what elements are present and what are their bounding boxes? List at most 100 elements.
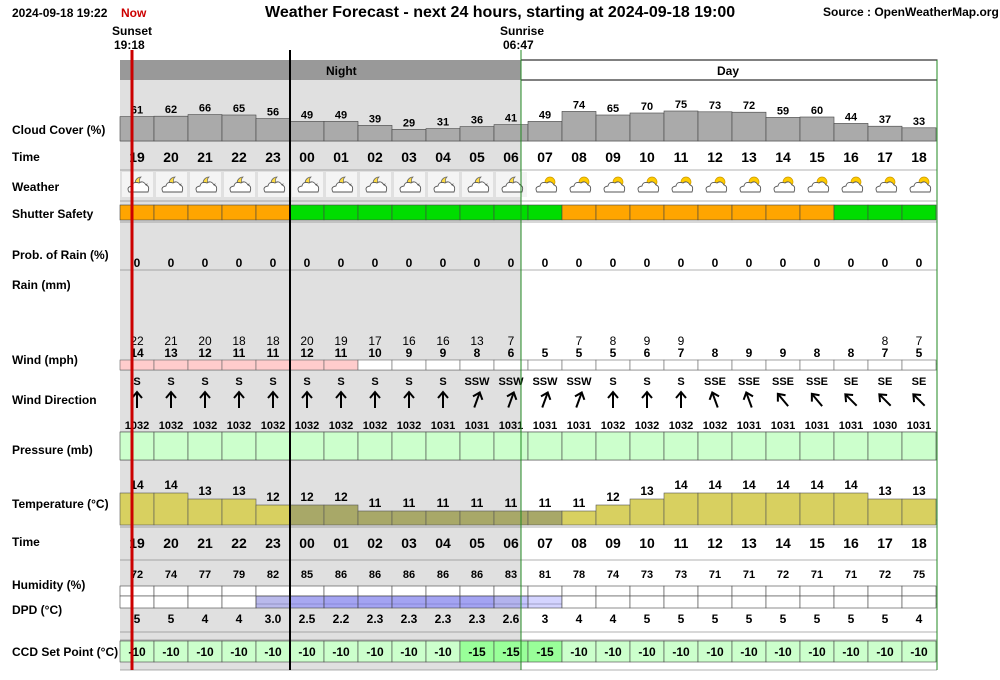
dpd-value: 4 (610, 612, 617, 626)
cloud-bar (221, 114, 257, 142)
ccd-value: -10 (638, 645, 656, 659)
dpd-value: 5 (168, 612, 175, 626)
shutter-cell (391, 204, 427, 221)
wind-arrow-icon (335, 390, 347, 408)
prob-rain-value: 0 (712, 256, 719, 270)
dpd-cell (221, 595, 257, 609)
humidity-cell (799, 585, 835, 597)
cloud-value: 59 (777, 105, 789, 117)
humidity-cell (867, 585, 903, 597)
wind-speed-value: 6 (508, 346, 515, 360)
dpd-value: 2.3 (469, 612, 486, 626)
dpd-cell (901, 595, 937, 609)
wind-gust-value: 9 (644, 334, 651, 348)
temperature-value: 12 (606, 490, 620, 504)
wind-bar (187, 359, 223, 371)
temperature-bar (493, 510, 529, 526)
humidity-value: 71 (811, 569, 823, 581)
cloud-bar (459, 126, 495, 142)
temperature-value: 13 (878, 484, 892, 498)
time-label-2: 13 (741, 535, 757, 551)
time-label-2: 00 (299, 535, 315, 551)
prob-rain-value: 0 (168, 256, 175, 270)
arrow-shaft (811, 393, 823, 407)
pressure-value: 1031 (567, 420, 591, 432)
cloud-bar (425, 128, 461, 142)
sun-cloud-icon (564, 172, 595, 197)
cloud-bar (561, 111, 597, 142)
ccd-value: -10 (434, 645, 452, 659)
time-label: 22 (231, 149, 247, 165)
wind-gust-value: 7 (576, 334, 583, 348)
cloud-shape (263, 181, 286, 193)
pressure-cell (493, 431, 529, 461)
ccd-value: -10 (230, 645, 248, 659)
humidity-value: 81 (539, 569, 551, 581)
wind-arrow-icon (301, 390, 313, 408)
humidity-cell (663, 585, 699, 597)
cloud-shape (229, 181, 252, 193)
wind-bar (697, 359, 733, 371)
wind-arrow-icon (403, 390, 415, 408)
ccd-value: -10 (196, 645, 214, 659)
wind-gust-value: 16 (436, 334, 450, 348)
time-label: 23 (265, 149, 281, 165)
sun-cloud-icon (870, 172, 901, 197)
temperature-value: 11 (539, 496, 552, 510)
temperature-bar (357, 510, 393, 526)
wind-speed-value: 13 (164, 346, 178, 360)
prob-rain-value: 0 (236, 256, 243, 270)
shutter-cell (323, 204, 359, 221)
temperature-bar (323, 504, 359, 526)
temperature-value: 14 (810, 478, 824, 492)
time-label-2: 10 (639, 535, 655, 551)
temperature-bar (153, 492, 189, 526)
time-label-2: 03 (401, 535, 417, 551)
cloud-shape (365, 181, 388, 193)
cloud-bar (595, 114, 631, 142)
pressure-value: 1032 (295, 420, 319, 432)
humidity-cell (731, 585, 767, 597)
ccd-value: -10 (332, 645, 350, 659)
humidity-value: 74 (165, 569, 178, 581)
temperature-bar (731, 492, 767, 526)
time-label: 01 (333, 149, 349, 165)
temperature-bar (799, 492, 835, 526)
cloud-bar (527, 121, 563, 142)
cloud-value: 72 (743, 100, 755, 112)
dpd-value: 4 (576, 612, 583, 626)
pressure-value: 1031 (499, 420, 523, 432)
pressure-value: 1031 (771, 420, 795, 432)
pressure-value: 1032 (159, 420, 183, 432)
cloud-bar (663, 110, 699, 142)
arrow-shaft (913, 394, 926, 407)
wind-speed-value: 9 (780, 346, 787, 360)
pressure-cell (901, 431, 937, 461)
pressure-cell (323, 431, 359, 461)
humidity-cell (425, 585, 461, 597)
wind-arrow-icon (131, 390, 143, 408)
cloud-value: 75 (675, 99, 687, 111)
cloud-value: 73 (709, 100, 721, 112)
time-label-2: 23 (265, 535, 281, 551)
wind-bar (663, 359, 699, 371)
shutter-cell (119, 204, 155, 221)
sun-cloud-icon (632, 172, 663, 197)
temperature-value: 14 (130, 478, 144, 492)
arrow-shaft (745, 393, 753, 408)
time-label-2: 11 (674, 535, 689, 551)
temperature-value: 14 (674, 478, 688, 492)
day-label: Day (717, 64, 739, 78)
label-shutter-safety: Shutter Safety (12, 207, 94, 221)
time-label: 08 (571, 149, 587, 165)
wind-arrow-icon (708, 391, 720, 408)
temperature-bar (255, 504, 291, 526)
cloud-bar (493, 124, 529, 142)
shutter-cell (595, 204, 631, 221)
cloud-value: 60 (811, 105, 823, 117)
wind-dir-label: S (133, 376, 140, 388)
prob-rain-value: 0 (372, 256, 379, 270)
humidity-value: 73 (641, 569, 653, 581)
pressure-value: 1032 (397, 420, 421, 432)
time-label: 14 (775, 149, 791, 165)
